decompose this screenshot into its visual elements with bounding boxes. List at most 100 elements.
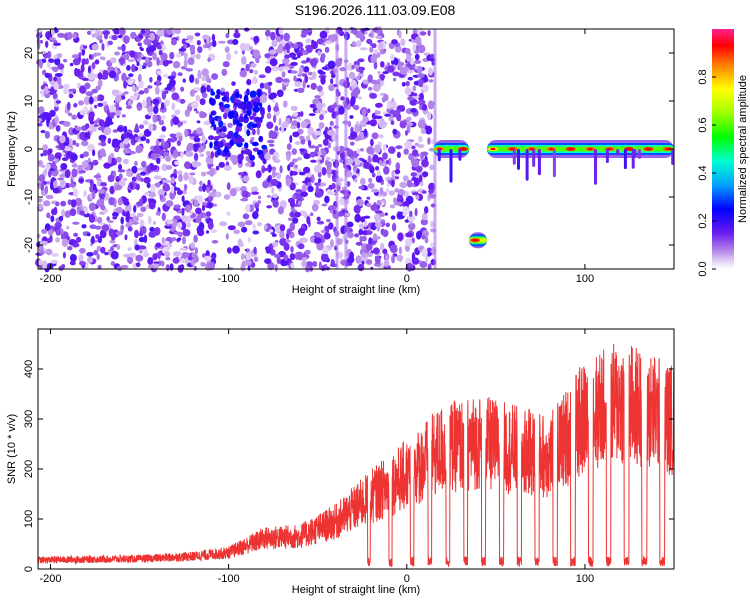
spectrogram-cell xyxy=(47,153,55,162)
spectrogram-cell xyxy=(227,111,234,119)
spectrogram-cell xyxy=(211,40,217,48)
spectrogram-cell xyxy=(294,211,301,218)
spectrogram-cell xyxy=(150,183,156,192)
spectrogram-cell xyxy=(88,202,96,212)
spectrogram-cell xyxy=(214,121,219,125)
spectrogram-cell xyxy=(39,240,48,246)
spectrogram-cell xyxy=(172,257,180,264)
spectrogram-cell xyxy=(78,170,87,174)
spectrogram-cell xyxy=(147,215,152,225)
spectrogram-cell xyxy=(230,154,238,163)
spectrogram-cell xyxy=(267,261,275,271)
spectrogram-cell xyxy=(321,247,329,255)
spectrogram-cell xyxy=(207,220,214,230)
spectrogram-cell xyxy=(251,141,259,147)
spectrogram-cell xyxy=(412,43,416,52)
spectrogram-cell xyxy=(417,65,423,74)
spectrogram-cell xyxy=(417,94,424,101)
spectrogram-cell xyxy=(62,251,66,259)
spectrogram-cell xyxy=(49,37,56,41)
spectrogram-cell xyxy=(46,61,51,68)
spectrogram-cell xyxy=(362,116,369,123)
spectrogram-cell xyxy=(61,238,69,247)
spectrogram-cell xyxy=(358,228,364,236)
spectrogram-cell xyxy=(97,102,104,107)
spectrogram-cell xyxy=(121,43,126,52)
spectrogram-cell xyxy=(154,182,161,187)
spectrogram-cell xyxy=(272,169,276,179)
spectrogram-cell xyxy=(60,200,67,207)
spectrogram-cell xyxy=(302,80,306,89)
spectrogram-cell xyxy=(194,247,198,255)
spectrogram-cell xyxy=(257,195,262,200)
spectrogram-cell xyxy=(138,236,146,243)
spectrogram-cell xyxy=(415,36,422,45)
spectrogram-cell xyxy=(351,65,355,70)
spectrogram-cell xyxy=(226,52,232,61)
spectrogram-cell xyxy=(189,172,196,176)
spectrogram-cell xyxy=(177,72,183,77)
spectrogram-cell xyxy=(298,227,305,236)
spectrogram-cell xyxy=(134,229,139,239)
spectrogram-cell xyxy=(137,167,145,171)
y-tick-label: 0 xyxy=(23,146,35,152)
spectrogram-cell xyxy=(139,249,143,254)
spectrogram-cell xyxy=(366,196,371,200)
spectrogram-cell xyxy=(95,85,101,91)
spectrogram-cells xyxy=(34,26,675,273)
spectrogram-cell xyxy=(406,54,412,63)
spectrogram-cell xyxy=(244,114,248,119)
spectrogram-cell xyxy=(48,122,52,130)
spectrogram-cell xyxy=(393,77,397,82)
spectrogram-cell xyxy=(294,164,298,169)
spectrogram-cell xyxy=(45,194,54,200)
spectrogram-cell xyxy=(353,64,360,69)
spectrogram-cell xyxy=(244,220,253,226)
spectrogram-cell xyxy=(92,149,96,157)
spectrogram-cell xyxy=(122,148,131,154)
spectrogram-cell xyxy=(298,66,303,76)
spectrogram-cell xyxy=(138,245,147,250)
spectrogram-cell xyxy=(156,157,161,164)
spectrogram-cell xyxy=(250,137,255,141)
spectrogram-cell xyxy=(93,96,98,102)
spectrogram-cell xyxy=(184,128,189,138)
spectrogram-cell xyxy=(270,31,276,41)
spectrogram-cell xyxy=(296,54,301,59)
spectrogram-cell xyxy=(130,31,137,40)
spectrogram-cell xyxy=(139,132,144,137)
spectrogram-cell xyxy=(347,120,352,128)
spectrogram-cell xyxy=(269,249,276,256)
spectrogram-cell xyxy=(54,106,59,111)
spectrogram-cell xyxy=(372,233,378,241)
spectrogram-cell xyxy=(379,242,385,251)
spectrogram-cell xyxy=(319,114,324,121)
spectrogram-cell xyxy=(135,86,139,91)
spectrogram-cell xyxy=(210,88,214,95)
spectrogram-cell xyxy=(141,160,147,168)
spectrogram-cell xyxy=(377,170,381,177)
spectrogram-cell xyxy=(135,37,142,42)
spectrogram-cell xyxy=(419,174,423,183)
spectrogram-cell xyxy=(54,57,61,66)
spectrogram-cell xyxy=(182,189,187,195)
y-tick-label: -10 xyxy=(23,189,35,205)
spectrogram-cell xyxy=(216,126,220,135)
spectrogram-cell xyxy=(179,257,186,264)
spectrogram-cell xyxy=(226,152,231,158)
spectrogram-cell xyxy=(48,58,55,63)
spectrogram-cell xyxy=(372,83,381,92)
spectrogram-cell xyxy=(423,52,429,56)
spectrogram-cell xyxy=(42,260,48,270)
spectrogram-cell xyxy=(185,68,194,72)
spectrogram-cell xyxy=(428,189,435,194)
spectrogram-cell xyxy=(48,229,54,236)
spectrogram-cell xyxy=(314,182,321,187)
spectrogram-cell xyxy=(123,35,130,44)
spectrogram-cell xyxy=(385,176,392,181)
spectrogram-cell xyxy=(283,49,287,54)
spectrogram-cell xyxy=(255,56,259,64)
snr-x-label: Height of straight line (km) xyxy=(292,584,420,596)
spectrogram-cell xyxy=(299,148,305,152)
spectrogram-cell xyxy=(213,191,222,198)
